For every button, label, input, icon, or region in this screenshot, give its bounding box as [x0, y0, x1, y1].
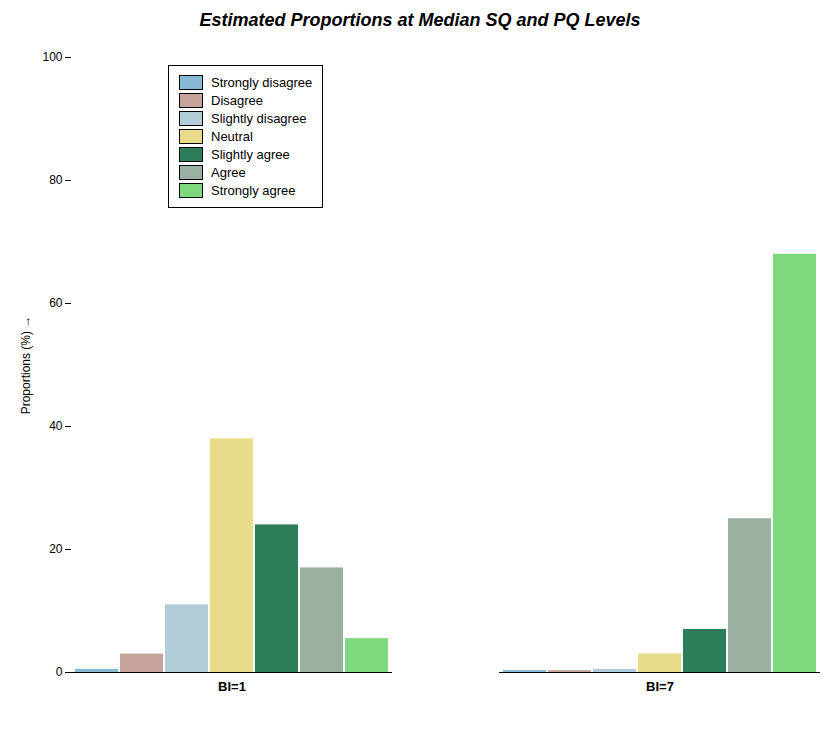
html-text:Estimated Proportions at Media: Estimated Proportions at Median SQ and P… [199, 10, 641, 30]
svg-text:100: 100 [42, 50, 62, 64]
svg-text:BI=1: BI=1 [218, 679, 246, 694]
html-text:Disagree: Disagree [211, 93, 263, 108]
svg-text:40: 40 [49, 419, 63, 433]
html-text:Slightly agree: Slightly agree [211, 147, 290, 162]
svg-text:BI=7: BI=7 [646, 679, 674, 694]
html-text:Strongly disagree: Strongly disagree [211, 75, 313, 90]
svg-text:Proportions (%) →: Proportions (%) → [19, 316, 33, 415]
svg-text:80: 80 [49, 173, 63, 187]
html-text:Agree: Agree [211, 165, 246, 180]
html-text:Slightly disagree: Slightly disagree [211, 111, 307, 126]
svg-text:0: 0 [56, 665, 63, 679]
html-text:Neutral: Neutral [211, 129, 253, 144]
svg-text:60: 60 [49, 296, 63, 310]
svg-text:20: 20 [49, 542, 63, 556]
html-text:Strongly agree: Strongly agree [211, 183, 296, 198]
